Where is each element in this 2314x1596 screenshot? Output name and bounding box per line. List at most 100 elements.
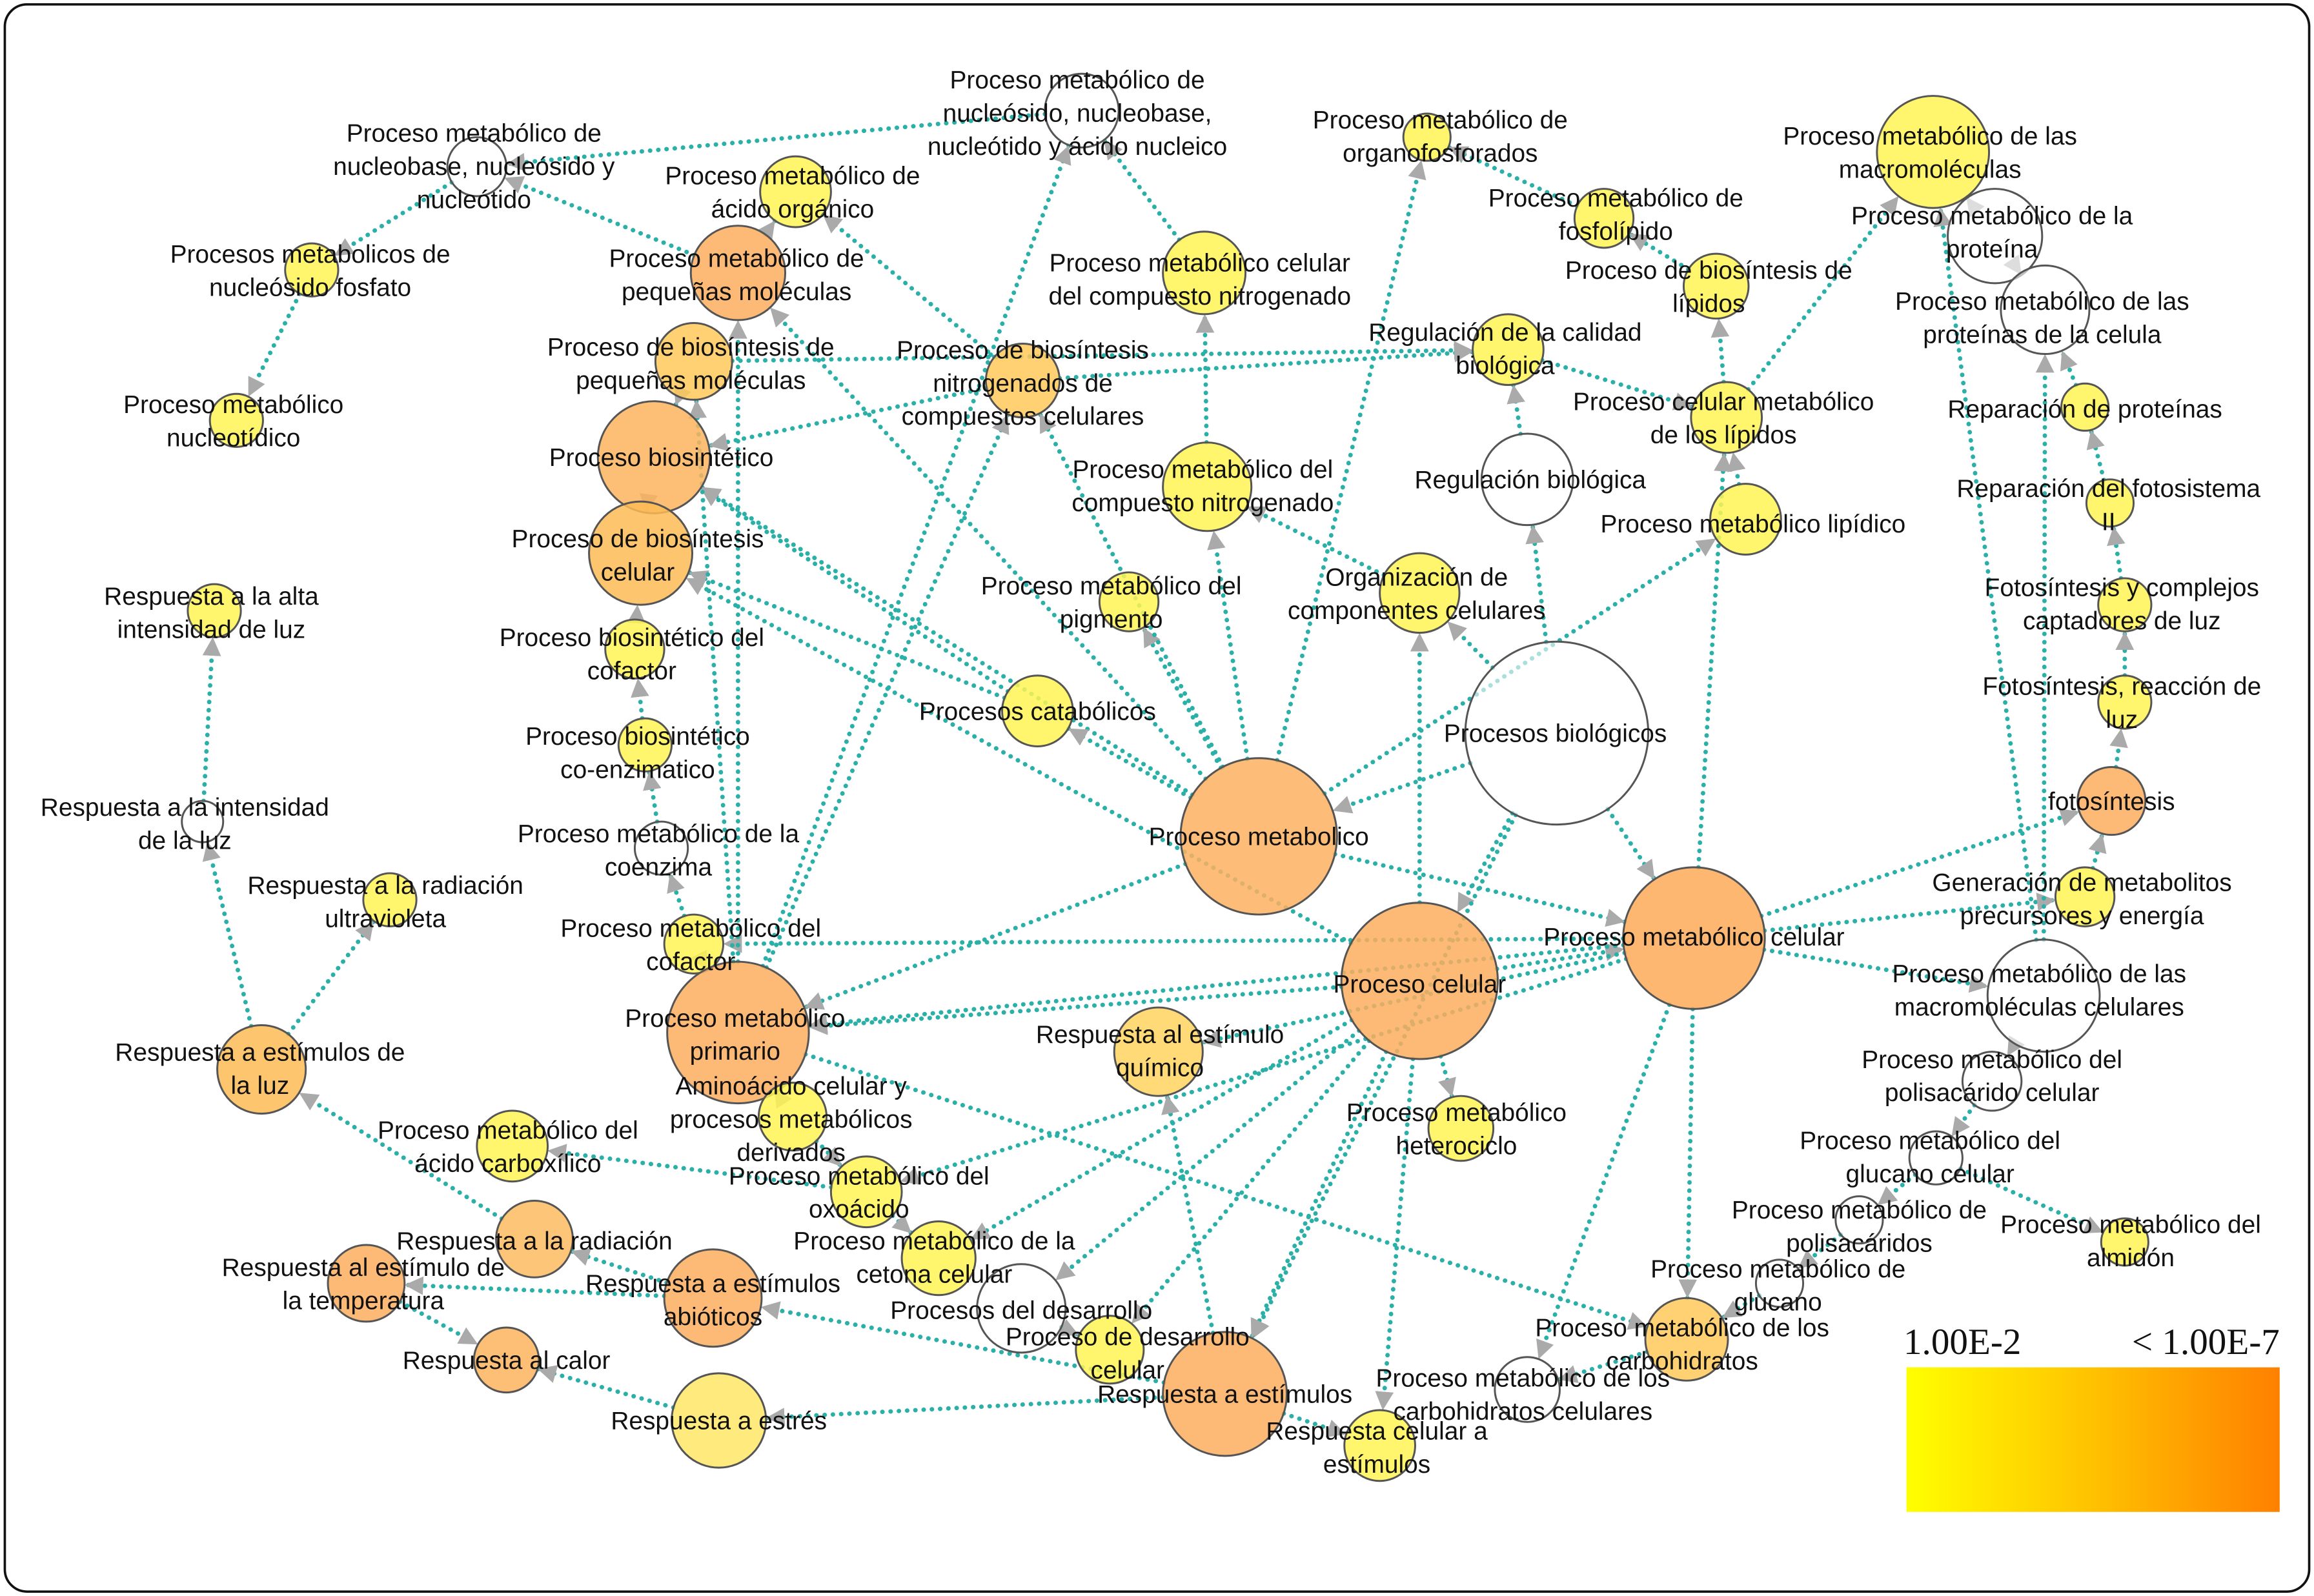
node-label-line: Proceso metabólico	[625, 1005, 845, 1033]
node-label-line: derivados	[736, 1139, 845, 1167]
node-circle[interactable]	[1754, 1258, 1805, 1308]
node-circle[interactable]	[181, 800, 225, 843]
edge-7-44	[729, 341, 1476, 363]
node-circle[interactable]	[1427, 1095, 1495, 1162]
node-circle[interactable]	[1379, 552, 1461, 634]
node-label-line: nucleósido fosfato	[209, 274, 411, 301]
node-label-line: Proceso biosintético del	[500, 624, 764, 652]
node-label-line: organofosforados	[1343, 139, 1538, 167]
node-circle[interactable]	[1001, 674, 1074, 747]
node-circle[interactable]	[2054, 866, 2116, 927]
node-label-line: carbohidratos	[1606, 1348, 1758, 1375]
node-label: Proceso celular metabólico de los lípidos	[1573, 388, 1874, 449]
node-circle[interactable]	[2097, 674, 2153, 730]
node-circle[interactable]	[984, 343, 1061, 419]
node-circle[interactable]	[633, 820, 689, 876]
node-circle[interactable]	[472, 1326, 540, 1394]
node-label-line: biológica	[1456, 352, 1555, 379]
node-label: Proceso metabólico celular del compuesto …	[1048, 250, 1351, 310]
node-label-line: Proceso metabólico de	[665, 163, 920, 190]
node-circle[interactable]	[362, 872, 418, 927]
node-circle[interactable]	[476, 1109, 549, 1183]
node-circle[interactable]	[1162, 230, 1247, 316]
node-circle[interactable]	[663, 913, 725, 975]
node-circle[interactable]	[900, 1220, 977, 1297]
node-circle[interactable]	[1573, 188, 1635, 249]
edge-11-10	[631, 676, 649, 721]
node-circle[interactable]	[2076, 766, 2147, 836]
node-circle[interactable]	[759, 155, 832, 228]
node-circle[interactable]	[1402, 112, 1452, 162]
node-circle[interactable]	[1644, 1297, 1729, 1382]
node-circle[interactable]	[187, 583, 242, 638]
node-label-line: Proceso metabólico del	[1072, 456, 1333, 484]
node-circle[interactable]	[2000, 264, 2091, 356]
node-circle[interactable]	[208, 392, 264, 449]
node-label: Regulación biológica	[1415, 467, 1647, 494]
node-circle[interactable]	[2085, 478, 2135, 528]
edge-65-66	[1556, 1349, 1650, 1384]
node-circle[interactable]	[663, 1248, 763, 1348]
node-circle[interactable]	[1834, 1195, 1884, 1245]
node-circle[interactable]	[1098, 571, 1160, 632]
node-circle[interactable]	[1908, 1130, 1964, 1186]
edge-61-62	[1958, 1166, 2106, 1235]
node-circle[interactable]	[1044, 72, 1120, 149]
node-circle[interactable]	[2097, 577, 2153, 632]
node-label-line: nitrogenados de	[933, 370, 1113, 398]
node-circle[interactable]	[604, 618, 665, 680]
node-circle[interactable]	[1340, 902, 1499, 1060]
node-label-line: Proceso metabólico de	[950, 66, 1205, 94]
node-circle[interactable]	[666, 960, 810, 1105]
edge-34-36	[1332, 852, 1628, 927]
node-label-line: Reparación de proteínas	[1947, 396, 2222, 423]
node-circle[interactable]	[2100, 1217, 2149, 1267]
node-circle[interactable]	[617, 717, 673, 773]
node-label-line: lípidos	[1672, 290, 1745, 318]
node-circle[interactable]	[1075, 1315, 1145, 1385]
node-circle[interactable]	[1947, 188, 2044, 285]
node-circle[interactable]	[654, 322, 733, 401]
node-circle[interactable]	[1480, 432, 1574, 527]
node-circle[interactable]	[1494, 1356, 1561, 1423]
node-circle[interactable]	[671, 1372, 767, 1469]
node-label: Proceso metabólico de la coenzima	[518, 820, 800, 881]
node-circle[interactable]	[216, 1024, 307, 1115]
node-label: Reparación del fotosistema II	[1956, 475, 2260, 536]
node-circle[interactable]	[1682, 252, 1750, 320]
node-label: Respuesta al calor	[403, 1347, 611, 1375]
node-circle[interactable]	[1986, 938, 2101, 1053]
node-circle[interactable]	[1472, 313, 1545, 387]
node-circle[interactable]	[829, 1155, 903, 1229]
node-circle[interactable]	[1622, 866, 1766, 1010]
node-circle[interactable]	[689, 225, 787, 321]
node-circle[interactable]	[446, 136, 508, 197]
node-label-line: Respuesta celular a	[1266, 1418, 1488, 1446]
legend-max-label: < 1.00E-7	[2132, 1322, 2280, 1362]
node-label-line: de los lípidos	[1650, 421, 1797, 449]
node-circle[interactable]	[1162, 441, 1253, 532]
node-label-line: proteína	[1946, 236, 2038, 263]
node-circle[interactable]	[1113, 1006, 1204, 1097]
node-circle[interactable]	[495, 1199, 574, 1278]
node-circle[interactable]	[1162, 1331, 1288, 1457]
node-label-line: cofactor	[646, 948, 735, 976]
node-circle[interactable]	[327, 1244, 406, 1323]
node-circle[interactable]	[588, 500, 694, 606]
node-label-line: carbohidratos celulares	[1394, 1398, 1653, 1426]
edge-14-41	[764, 412, 1011, 970]
node-circle[interactable]	[2060, 382, 2110, 432]
node-circle[interactable]	[1343, 1409, 1416, 1482]
node-circle[interactable]	[1690, 381, 1763, 454]
node-label: Proceso celular	[1333, 971, 1506, 998]
node-circle[interactable]	[1179, 757, 1338, 916]
node-circle[interactable]	[757, 1082, 828, 1152]
node-label-line: Proceso metabólico lipídico	[1600, 510, 1905, 538]
edges-layer	[201, 112, 2135, 1438]
node-circle[interactable]	[1961, 1051, 2023, 1112]
node-circle[interactable]	[976, 1263, 1067, 1354]
node-circle[interactable]	[1876, 95, 1991, 209]
node-circle[interactable]	[284, 242, 340, 298]
node-circle[interactable]	[1709, 483, 1782, 556]
node-circle[interactable]	[1464, 640, 1650, 826]
